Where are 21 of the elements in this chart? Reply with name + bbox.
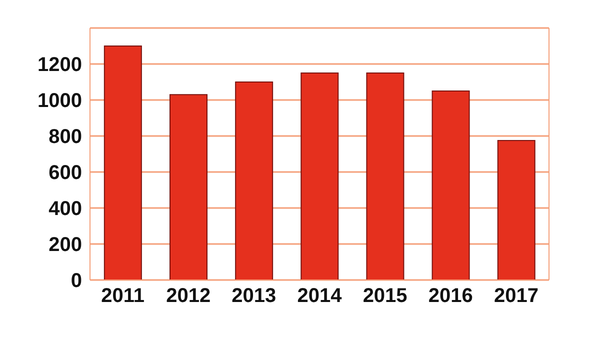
x-tick-label: 2016 <box>428 285 473 308</box>
y-tick-label: 600 <box>48 162 82 184</box>
x-tick-label: 2014 <box>297 285 343 308</box>
bar <box>497 140 536 280</box>
y-tick-label: 800 <box>48 126 82 148</box>
x-tick-label: 2011 <box>101 285 144 308</box>
x-tick-label: 2012 <box>166 285 211 308</box>
y-tick-label: 200 <box>48 234 82 256</box>
bar <box>300 72 339 280</box>
bar <box>169 94 208 280</box>
x-tick-label: 2013 <box>232 285 276 308</box>
bar <box>366 72 404 280</box>
y-tick-label: 0 <box>70 270 82 292</box>
y-tick-label: 400 <box>48 198 82 220</box>
y-tick-label: 1000 <box>38 90 82 112</box>
y-tick-label: 1200 <box>38 54 82 76</box>
x-tick-label: 2015 <box>362 285 408 308</box>
bar <box>235 82 274 280</box>
bar <box>432 90 470 280</box>
bar <box>104 46 142 280</box>
x-tick-label: 2017 <box>494 285 538 308</box>
